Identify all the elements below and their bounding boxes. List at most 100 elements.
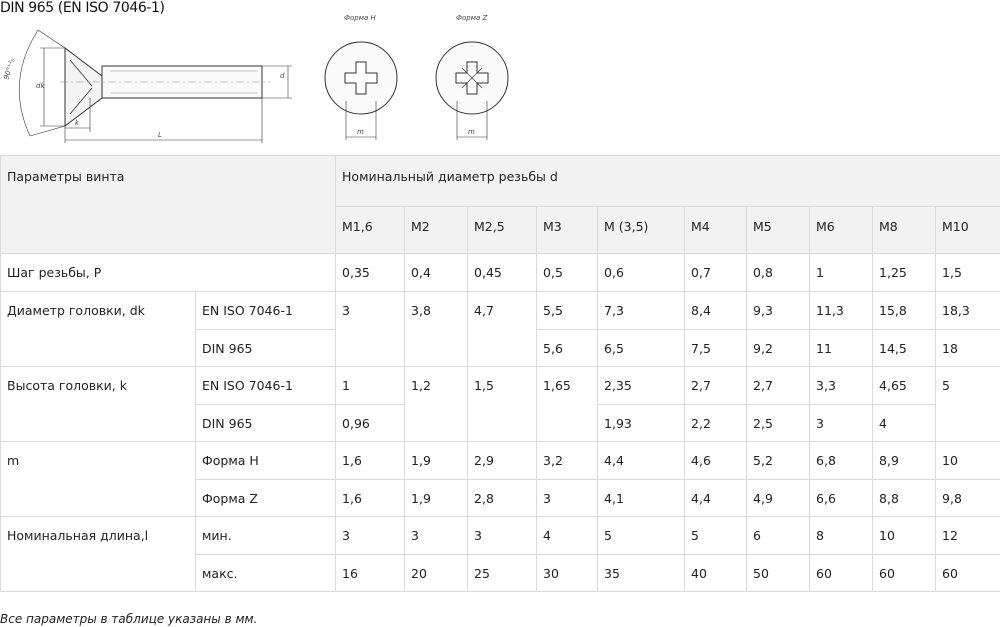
table-cell: 9,2 [746, 329, 811, 367]
table-cell: 3 [335, 291, 406, 367]
table-cell: 16 [335, 554, 406, 592]
table-cell: 18 [935, 329, 1000, 367]
table-cell: 3 [536, 479, 599, 517]
table-cell: 4 [872, 404, 937, 442]
sub-label: DIN 965 [194, 404, 337, 442]
table-cell: 0,5 [536, 253, 599, 292]
table-cell: 30 [536, 554, 599, 592]
sub-label: DIN 965 [194, 329, 337, 367]
table-cell: 1,6 [335, 441, 406, 480]
row-label-length: Номинальная длина,l [0, 516, 196, 592]
table-cell: 3,2 [536, 441, 599, 480]
table-cell: 11 [809, 329, 874, 367]
table-row: Диаметр головки, dk EN ISO 7046-1 3 3,8 … [0, 291, 1000, 367]
sub-label: макс. [194, 554, 337, 592]
table-cell: 6,6 [809, 479, 874, 517]
form-z-head-icon [435, 41, 509, 140]
table-cell: 3 [809, 404, 874, 442]
table-cell: 10 [935, 441, 1000, 480]
table-cell: 2,7 [684, 366, 748, 405]
screw-head-shape [64, 46, 103, 128]
row-label-dk: Диаметр головки, dk [0, 291, 196, 367]
table-cell: 3,8 [404, 291, 469, 367]
table-cell: 2,2 [684, 404, 748, 442]
table-cell: 8 [809, 516, 874, 555]
size-header: M4 [684, 206, 748, 254]
table-cell: 4,65 [872, 366, 937, 405]
table-cell: 6,5 [597, 329, 686, 367]
table-cell: 7,5 [684, 329, 748, 367]
table-cell: 0,6 [597, 253, 686, 292]
size-header: M5 [746, 206, 811, 254]
table-cell: 11,3 [809, 291, 874, 330]
table-row: Высота головки, k EN ISO 7046-1 1 1,2 1,… [0, 366, 1000, 442]
size-header: M3 [536, 206, 599, 254]
param-header: Параметры винта [0, 155, 337, 254]
table-cell: 0,4 [404, 253, 469, 292]
table-cell: 60 [935, 554, 1000, 592]
table-cell: 2,7 [746, 366, 811, 405]
footnote: Все параметры в таблице указаны в мм. [0, 612, 258, 626]
dk-label: dk [36, 82, 45, 90]
table-cell: 5,2 [746, 441, 811, 480]
table-cell: 4,1 [597, 479, 686, 517]
form-h-head-icon [324, 41, 398, 140]
table-cell: 9,8 [935, 479, 1000, 517]
form-z-label: Форма Z [456, 14, 488, 22]
table-cell: 1,25 [872, 253, 937, 292]
size-header: M8 [872, 206, 937, 254]
table-cell: 14,5 [872, 329, 937, 367]
table-cell: 5 [935, 366, 1000, 442]
table-cell: 4,4 [684, 479, 748, 517]
table-row: макс. 16 20 25 30 35 40 50 60 60 60 [1, 554, 1000, 592]
k-label: k [75, 119, 80, 127]
table-cell: 4,4 [597, 441, 686, 480]
table-cell: 2,9 [467, 441, 538, 480]
table-cell: 35 [597, 554, 686, 592]
table-cell: 5 [597, 516, 686, 555]
row-label-m: m [0, 441, 196, 517]
row-label-k: Высота головки, k [0, 366, 196, 442]
table-cell: 0,45 [467, 253, 538, 292]
table-cell: 18,3 [935, 291, 1000, 330]
size-header-row: M1,6 M2 M2,5 M3 M (3,5) M4 M5 M6 M8 M10 [0, 206, 1000, 254]
table-cell: 3 [404, 516, 469, 555]
form-h-m-label: m [357, 128, 364, 136]
sub-label: Форма H [194, 441, 337, 480]
table-cell: 15,8 [872, 291, 937, 330]
size-header: M2 [404, 206, 469, 254]
table-cell: 1,65 [536, 366, 599, 442]
table-cell: 2,8 [467, 479, 538, 517]
form-h-label: Форма H [344, 14, 377, 22]
table-row: Номинальная длина,l мин. 3 3 3 4 5 5 6 8… [0, 516, 1000, 592]
sub-label: мин. [194, 516, 337, 555]
table-cell: 4,9 [746, 479, 811, 517]
table-cell: 8,4 [684, 291, 748, 330]
sub-label: EN ISO 7046-1 [194, 291, 337, 330]
table-cell: 3 [467, 516, 538, 555]
table-cell: 10 [872, 516, 937, 555]
table-cell: 1,5 [935, 253, 1000, 292]
table-cell: 2,5 [746, 404, 811, 442]
form-z-m-label: m [468, 128, 475, 136]
table-cell: 7,3 [597, 291, 686, 330]
table-cell: 5 [684, 516, 748, 555]
header-row: Параметры винта Номинальный диаметр резь… [0, 155, 1000, 254]
size-header: M6 [809, 206, 874, 254]
table-cell: 6 [746, 516, 811, 555]
sub-label: Форма Z [194, 479, 337, 517]
size-header: M (3,5) [597, 206, 686, 254]
table-cell: 50 [746, 554, 811, 592]
table-cell: 1,2 [404, 366, 469, 442]
page-title: DIN 965 (EN ISO 7046-1) [0, 0, 165, 16]
table-cell: 4,6 [684, 441, 748, 480]
table-row: Шаг резьбы, P 0,35 0,4 0,45 0,5 0,6 0,7 … [0, 253, 1000, 292]
table-cell: 0,35 [335, 253, 406, 292]
table-cell: 1 [809, 253, 874, 292]
table-cell: 0,8 [746, 253, 811, 292]
d-label: d [280, 72, 285, 80]
diam-header: Номинальный диаметр резьбы d [335, 155, 1000, 207]
table-row: Форма Z 1,6 1,9 2,8 3 4,1 4,4 4,9 6,6 8,… [1, 479, 1000, 517]
table-cell: 1,6 [335, 479, 406, 517]
l-label: L [158, 131, 162, 139]
